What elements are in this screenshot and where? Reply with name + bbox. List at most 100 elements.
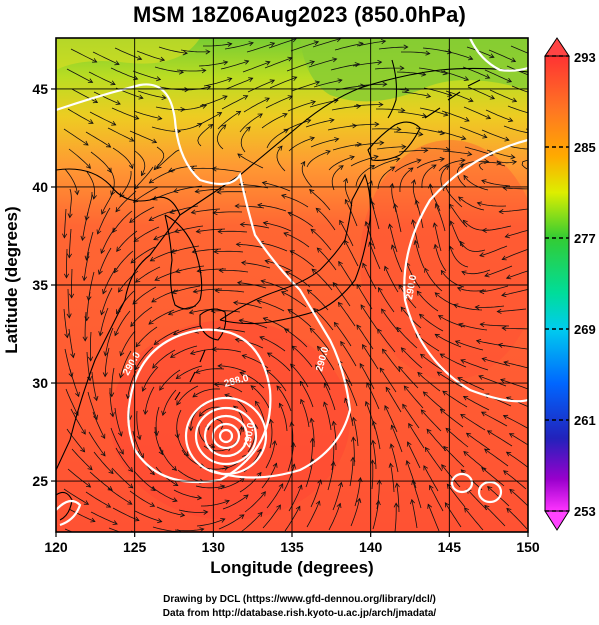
streamline-arrow — [280, 291, 287, 296]
streamline-arrow — [174, 268, 181, 274]
streamline-arrow — [395, 157, 401, 162]
streamline-arrow — [268, 418, 274, 424]
streamline — [91, 371, 98, 401]
streamline-arrow — [135, 342, 141, 348]
streamline-arrow — [500, 378, 506, 384]
credit-data: Data from http://database.rish.kyoto-u.a… — [162, 608, 437, 619]
streamline-arrow — [427, 503, 433, 509]
coastline-russia — [179, 67, 528, 216]
y-tick-label: 30 — [32, 375, 48, 391]
streamline-arrow — [434, 292, 440, 298]
streamline-arrow — [106, 167, 112, 174]
streamline — [412, 480, 422, 509]
streamline-arrow — [285, 270, 291, 276]
streamline — [442, 150, 472, 155]
streamline-arrow — [87, 356, 94, 362]
streamline — [176, 385, 199, 406]
streamline-arrow — [257, 202, 263, 208]
streamline — [111, 467, 134, 489]
streamline — [424, 268, 443, 292]
streamline-arrow — [479, 252, 485, 258]
streamline-arrow — [281, 193, 287, 199]
streamline — [394, 203, 402, 233]
streamline-arrow — [368, 241, 374, 247]
streamline — [334, 42, 364, 51]
streamline-arrow — [153, 340, 159, 346]
streamline-arrow — [479, 322, 485, 328]
streamline — [85, 131, 111, 148]
streamline-arrow — [400, 306, 406, 312]
streamline-arrow — [235, 110, 242, 116]
streamline-arrow — [85, 482, 92, 488]
streamline-arrow — [398, 365, 404, 372]
streamline-arrow — [83, 140, 89, 146]
streamline — [240, 224, 270, 229]
streamline-arrow — [205, 49, 211, 55]
streamline — [261, 113, 288, 129]
streamline — [313, 79, 342, 88]
streamline-arrow — [343, 177, 348, 184]
streamline — [201, 500, 230, 507]
streamline-arrow — [119, 351, 125, 357]
streamline — [67, 468, 91, 488]
streamline-arrow — [117, 431, 123, 437]
streamline-arrow — [313, 40, 320, 46]
streamline — [257, 204, 287, 212]
streamline — [170, 345, 198, 358]
streamline — [425, 447, 443, 472]
streamline-arrow — [502, 414, 509, 420]
streamline — [102, 267, 117, 294]
streamline-arrow — [171, 465, 178, 471]
x-axis-label: Longitude (degrees) — [210, 558, 374, 577]
streamline — [180, 49, 210, 53]
streamline-arrow — [309, 189, 315, 195]
streamline — [259, 242, 288, 252]
streamline-arrow — [489, 53, 495, 59]
streamline — [384, 266, 399, 293]
streamline — [158, 46, 188, 54]
streamline-arrow — [389, 443, 395, 449]
coastline-sakhalin — [387, 59, 398, 119]
streamline — [222, 494, 249, 510]
streamline — [152, 349, 176, 369]
streamline — [132, 70, 161, 80]
streamline — [87, 531, 89, 532]
coastline-hokkaido — [367, 121, 421, 161]
streamline — [477, 202, 507, 207]
axis-ticks: 120 125 130 135 140 145 150 25 30 35 40 45 — [32, 81, 539, 555]
streamline — [215, 290, 245, 293]
streamline — [506, 65, 528, 76]
streamline — [114, 407, 122, 437]
streamline-arrow — [221, 124, 227, 130]
streamline-arrow — [402, 403, 407, 409]
streamline — [195, 112, 222, 127]
streamline-arrow — [465, 432, 472, 438]
streamline-arrow — [151, 297, 157, 303]
isotherm-north — [56, 83, 352, 479]
streamline-arrow — [416, 158, 422, 164]
streamline — [65, 388, 79, 416]
streamline-arrow — [370, 459, 376, 465]
streamline-arrow — [192, 392, 198, 398]
streamline-arrow — [362, 343, 367, 350]
streamline-arrow — [481, 179, 487, 185]
streamline-arrow — [387, 223, 393, 229]
streamline — [417, 372, 441, 392]
streamline — [235, 339, 264, 349]
streamline — [108, 527, 122, 532]
streamline — [88, 431, 106, 457]
streamline — [466, 432, 491, 451]
streamline-arrow — [429, 484, 434, 491]
coastlines — [56, 59, 528, 521]
streamline — [360, 304, 378, 330]
streamline-arrow — [197, 495, 203, 501]
streamline-arrow — [282, 113, 288, 118]
streamline — [393, 131, 423, 135]
streamline-arrow — [424, 446, 430, 453]
x-tick-label: 120 — [44, 539, 68, 555]
streamline — [240, 126, 251, 153]
streamline-arrow — [119, 192, 125, 198]
streamline — [286, 61, 315, 72]
x-tick-label: 125 — [123, 539, 147, 555]
streamline — [115, 447, 133, 472]
